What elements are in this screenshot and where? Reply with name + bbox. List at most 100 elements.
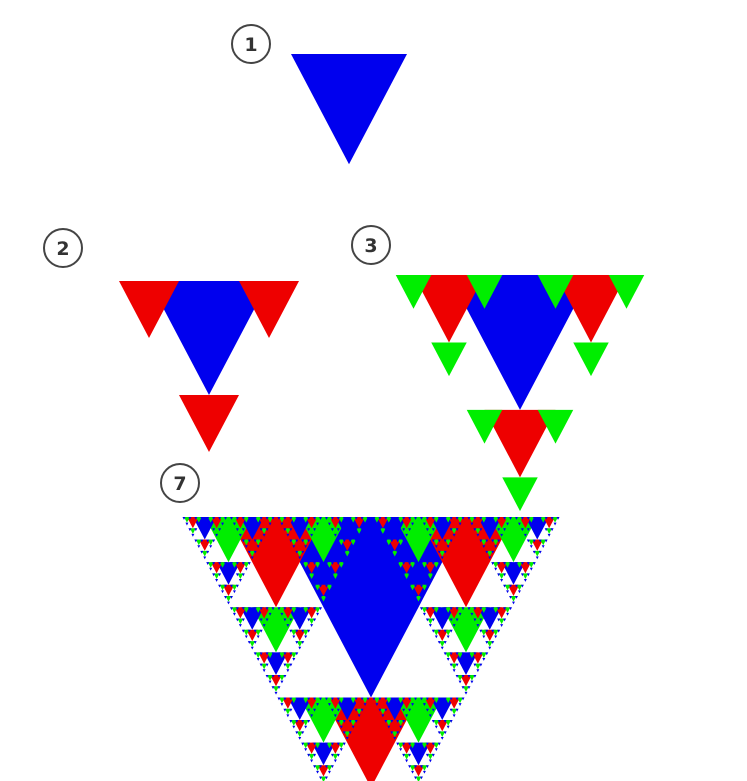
step-1-label: 1	[231, 24, 271, 64]
fractal-triangle-level-7	[458, 680, 462, 684]
fractal-triangle-level-6	[338, 742, 345, 749]
fractal-triangle-level-7	[434, 522, 438, 526]
fractal-triangle-level-7	[316, 590, 320, 594]
fractal-triangle-level-6	[290, 720, 297, 726]
fractal-triangle-level-6	[480, 539, 487, 546]
fractal-triangle-level-7	[517, 522, 521, 526]
fractal-triangle-level-7	[452, 624, 456, 627]
fractal-triangle-level-6	[314, 765, 321, 771]
fractal-triangle-level-7	[289, 517, 293, 520]
fractal-triangle-level-7	[538, 539, 542, 543]
fractal-triangle-level-7	[307, 539, 311, 543]
fractal-triangle-level-6	[421, 584, 428, 591]
fractal-triangle-level-6	[445, 517, 452, 523]
fractal-triangle-level-6	[278, 697, 285, 704]
fractal-triangle-level-7	[414, 595, 418, 599]
fractal-triangle-level-7	[289, 629, 293, 633]
fractal-triangle-level-6	[326, 517, 333, 523]
fractal-triangle-level-7	[301, 629, 305, 633]
fractal-triangle-level-6	[409, 697, 416, 704]
fractal-triangle-level-7	[324, 584, 328, 588]
fractal-triangle-level-7	[307, 528, 311, 532]
fractal-triangle-level-7	[319, 517, 323, 520]
fractal-triangle-level-7	[354, 539, 358, 543]
fractal-triangle-level-7	[443, 517, 447, 520]
fractal-triangle-level-7	[238, 624, 242, 627]
fractal-triangle-level-6	[326, 697, 333, 704]
fractal-triangle-level-7	[517, 567, 521, 571]
fractal-triangle-level-7	[316, 703, 320, 706]
fractal-triangle-level-7	[310, 624, 314, 627]
fractal-triangle-level-5	[424, 742, 437, 754]
fractal-triangle-level-6	[468, 607, 475, 613]
fractal-triangle-level-7	[482, 522, 486, 526]
fractal-triangle-level-6	[474, 663, 481, 670]
fractal-triangle-level-7	[408, 562, 412, 565]
fractal-triangle-level-7	[529, 545, 533, 549]
fractal-triangle-level-5	[305, 517, 318, 529]
fractal-triangle-level-7	[422, 770, 426, 774]
fractal-triangle-level-7	[419, 595, 423, 599]
fractal-triangle-level-7	[342, 539, 346, 543]
fractal-triangle-level-7	[262, 624, 266, 627]
fractal-triangle-level-7	[408, 573, 412, 577]
fractal-triangle-level-6	[504, 517, 511, 523]
fractal-triangle-level-6	[267, 652, 274, 659]
fractal-triangle-level-6	[284, 618, 291, 625]
step-2-label: 2	[43, 228, 83, 268]
step-2-label-text: 2	[56, 238, 69, 260]
fractal-triangle-level-7	[446, 545, 450, 549]
step-3-label-text: 3	[364, 235, 377, 257]
fractal-triangle-level-7	[206, 562, 210, 565]
fractal-triangle-level-7	[313, 697, 317, 701]
fractal-triangle-level-3	[502, 477, 538, 512]
fractal-triangle-level-7	[443, 641, 447, 644]
fractal-triangle-level-7	[342, 562, 346, 565]
fractal-triangle-level-5	[448, 697, 461, 709]
fractal-triangle-level-7	[425, 517, 429, 520]
fractal-triangle-level-6	[510, 595, 517, 602]
fractal-triangle-level-6	[504, 562, 511, 568]
fractal-triangle-level-7	[313, 618, 317, 622]
fractal-triangle-level-7	[319, 584, 323, 588]
fractal-triangle-level-7	[419, 562, 423, 565]
fractal-triangle-level-6	[237, 528, 244, 534]
fractal-triangle-level-6	[231, 584, 238, 591]
fractal-triangle-level-7	[241, 528, 245, 532]
fractal-triangle-level-6	[314, 517, 321, 523]
fractal-triangle-level-7	[277, 674, 281, 678]
fractal-triangle-level-7	[411, 522, 415, 526]
fractal-triangle-level-7	[372, 517, 376, 520]
fractal-triangle-level-6	[326, 765, 333, 771]
fractal-triangle-level-6	[385, 539, 392, 546]
fractal-triangle-level-7	[396, 517, 400, 520]
fractal-triangle-level-7	[437, 641, 441, 644]
fractal-triangle-level-5	[305, 697, 318, 709]
fractal-triangle-level-7	[396, 539, 400, 543]
fractal-triangle-level-7	[414, 742, 418, 746]
fractal-triangle-level-7	[390, 720, 394, 723]
fractal-triangle-level-7	[509, 562, 513, 565]
fractal-triangle-level-5	[210, 562, 223, 574]
fractal-triangle-level-7	[295, 697, 299, 701]
fractal-triangle-level-6	[534, 550, 541, 557]
fractal-triangle-level-6	[385, 697, 392, 704]
fractal-triangle-level-6	[255, 607, 262, 613]
fractal-triangle-level-7	[437, 697, 441, 701]
fractal-triangle-level-7	[479, 629, 483, 633]
fractal-triangle-level-6	[290, 629, 297, 636]
fractal-triangle-level-3	[466, 409, 503, 444]
fractal-triangle-level-7	[485, 539, 489, 543]
fractal-triangle-level-7	[408, 517, 412, 520]
fractal-triangle-level-7	[280, 522, 284, 526]
fractal-triangle-level-7	[419, 765, 423, 769]
fractal-triangle-level-7	[402, 742, 406, 746]
fractal-triangle-level-6	[338, 539, 345, 546]
fractal-triangle-level-7	[491, 550, 495, 554]
fractal-triangle-level-7	[280, 680, 284, 684]
fractal-triangle-level-7	[283, 618, 287, 622]
fractal-triangle-level-7	[538, 517, 542, 520]
fractal-triangle-level-6	[290, 517, 297, 523]
fractal-triangle-level-6	[308, 528, 315, 534]
fractal-triangle-level-7	[473, 607, 477, 611]
